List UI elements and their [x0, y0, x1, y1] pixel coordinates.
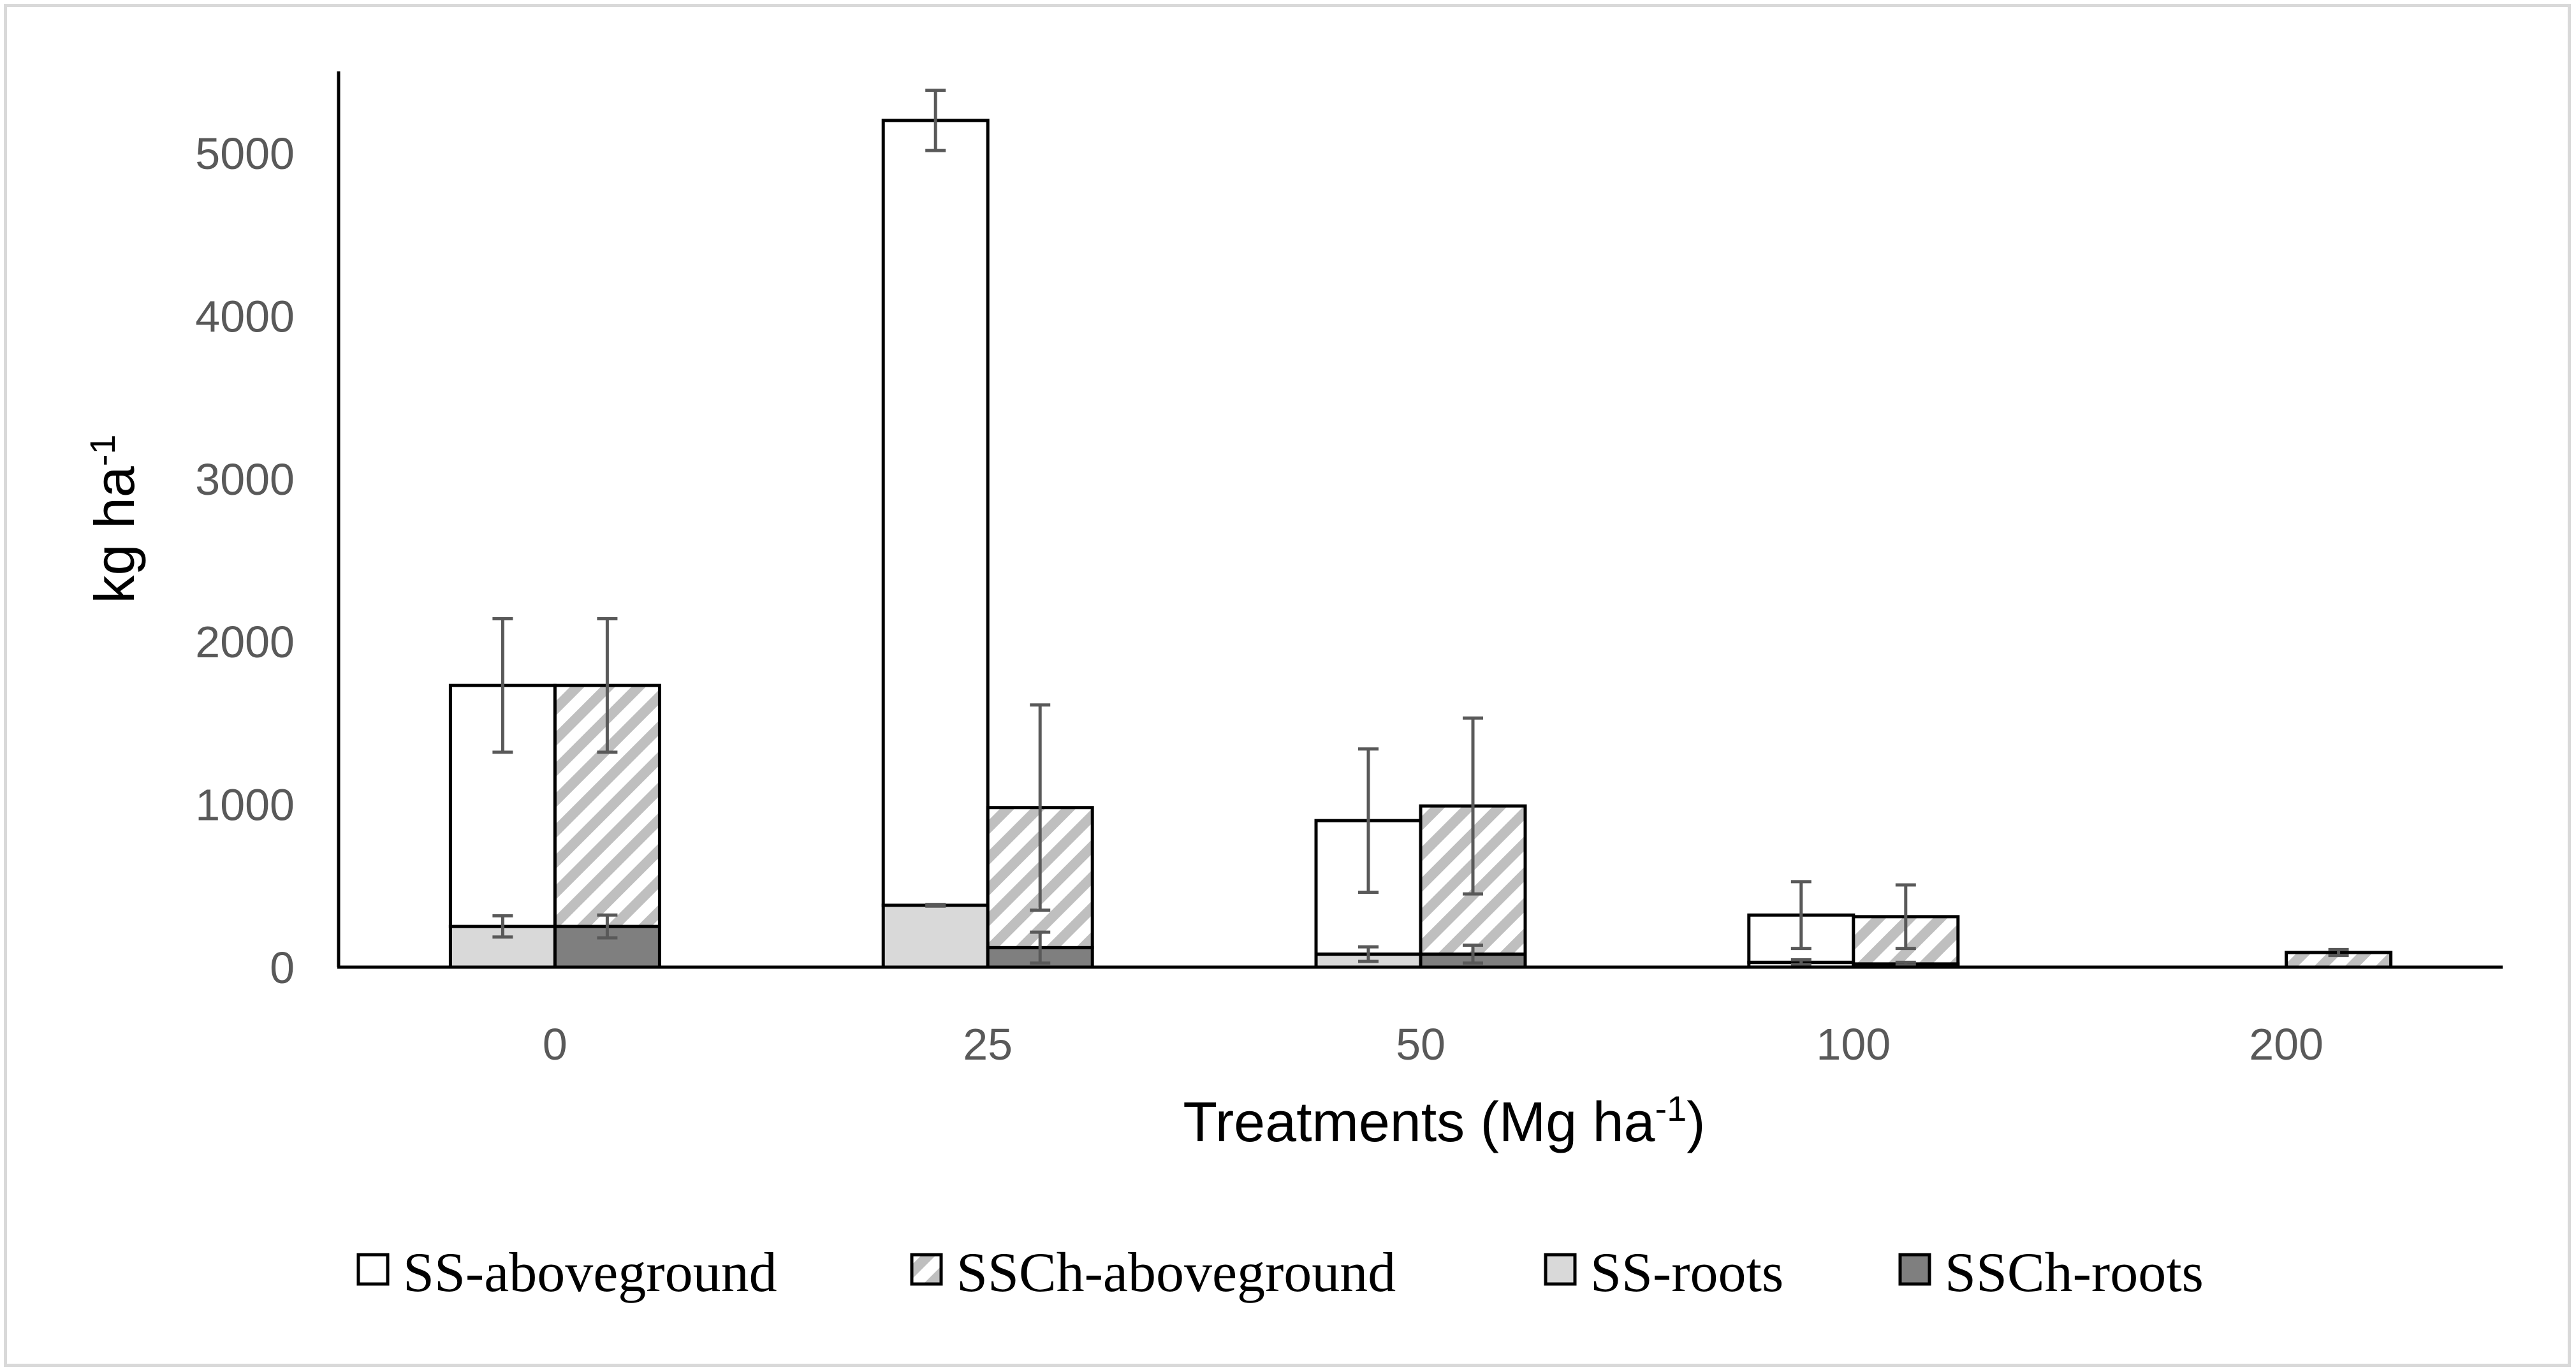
legend-label-ss-aboveground: SS-aboveground [403, 1242, 777, 1304]
legend-swatch-ss-aboveground [356, 1253, 390, 1286]
chart-frame [4, 4, 2571, 1367]
y-tick-label: 0 [270, 943, 295, 993]
x-axis-ticks: 0 25 50 100 200 [543, 1019, 2324, 1069]
error-bars [492, 89, 2349, 967]
x-tick-label: 100 [1816, 1019, 1891, 1069]
x-tick-label: 0 [543, 1019, 567, 1069]
y-axis-ticks: 0 1000 2000 3000 4000 5000 [195, 129, 295, 993]
bars [448, 119, 2393, 969]
legend-swatch-ss-roots [1544, 1253, 1577, 1286]
legend-item-ssch-roots: SSCh-roots [1898, 1242, 2204, 1304]
y-tick-label: 2000 [195, 617, 295, 667]
y-tick-label: 1000 [195, 780, 295, 830]
legend-item-ss-roots: SS-roots [1544, 1242, 1783, 1304]
x-tick-label: 50 [1396, 1019, 1445, 1069]
legend-item-ss-aboveground: SS-aboveground [356, 1242, 777, 1304]
bar-ssch-roots [553, 924, 661, 969]
x-axis-title: Treatments (Mg ha-1) [1183, 1088, 1705, 1153]
x-tick-label: 25 [963, 1019, 1013, 1069]
x-tick-label: 200 [2249, 1019, 2324, 1069]
y-tick-label: 3000 [195, 455, 295, 504]
legend-swatch-ssch-aboveground [910, 1253, 943, 1286]
legend-label-ssch-roots: SSCh-roots [1945, 1242, 2204, 1304]
legend: SS-aboveground SSCh-aboveground SS-roots… [356, 1242, 2204, 1304]
y-tick-label: 5000 [195, 129, 295, 179]
legend-label-ss-roots: SS-roots [1590, 1242, 1783, 1304]
bar-ss-roots [881, 903, 990, 969]
legend-item-ssch-aboveground: SSCh-aboveground [910, 1242, 1396, 1304]
y-tick-label: 4000 [195, 291, 295, 341]
y-axis-title: kg ha-1 [82, 434, 146, 603]
bar-ss-aboveground [881, 119, 990, 907]
legend-label-ssch-aboveground: SSCh-aboveground [956, 1242, 1396, 1304]
legend-swatch-ssch-roots [1898, 1253, 1931, 1286]
